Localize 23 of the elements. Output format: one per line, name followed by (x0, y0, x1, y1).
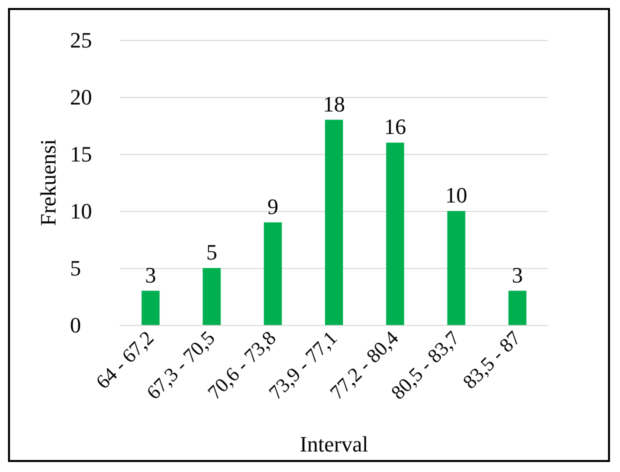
data-label: 9 (267, 194, 278, 219)
y-tick-label: 10 (70, 198, 92, 224)
y-tick-label: 20 (70, 84, 92, 110)
data-label: 3 (145, 262, 156, 288)
bar (508, 290, 526, 325)
y-tick-label: 5 (70, 256, 81, 280)
bar (447, 211, 466, 325)
data-label: 18 (323, 91, 345, 116)
bar (264, 222, 282, 325)
y-tick-label: 0 (70, 312, 81, 338)
bar (386, 142, 404, 325)
y-axis-title: Frekuensi (36, 139, 61, 226)
x-axis-title: Interval (300, 432, 368, 456)
y-tick-label: 15 (70, 142, 92, 166)
bar (325, 120, 343, 325)
data-label: 5 (206, 240, 218, 264)
data-label: 16 (384, 114, 406, 140)
data-label: 10 (445, 182, 468, 208)
bar (202, 268, 221, 325)
bar (142, 290, 160, 325)
data-label: 3 (512, 262, 523, 288)
x-tick-label: 83,5 - 87 (459, 327, 526, 394)
y-tick-label: 25 (70, 28, 92, 52)
